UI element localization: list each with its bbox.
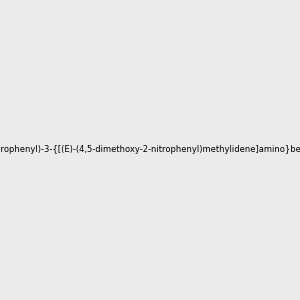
Text: N-(3-chlorophenyl)-3-{[(E)-(4,5-dimethoxy-2-nitrophenyl)methylidene]amino}benzam: N-(3-chlorophenyl)-3-{[(E)-(4,5-dimethox… (0, 146, 300, 154)
